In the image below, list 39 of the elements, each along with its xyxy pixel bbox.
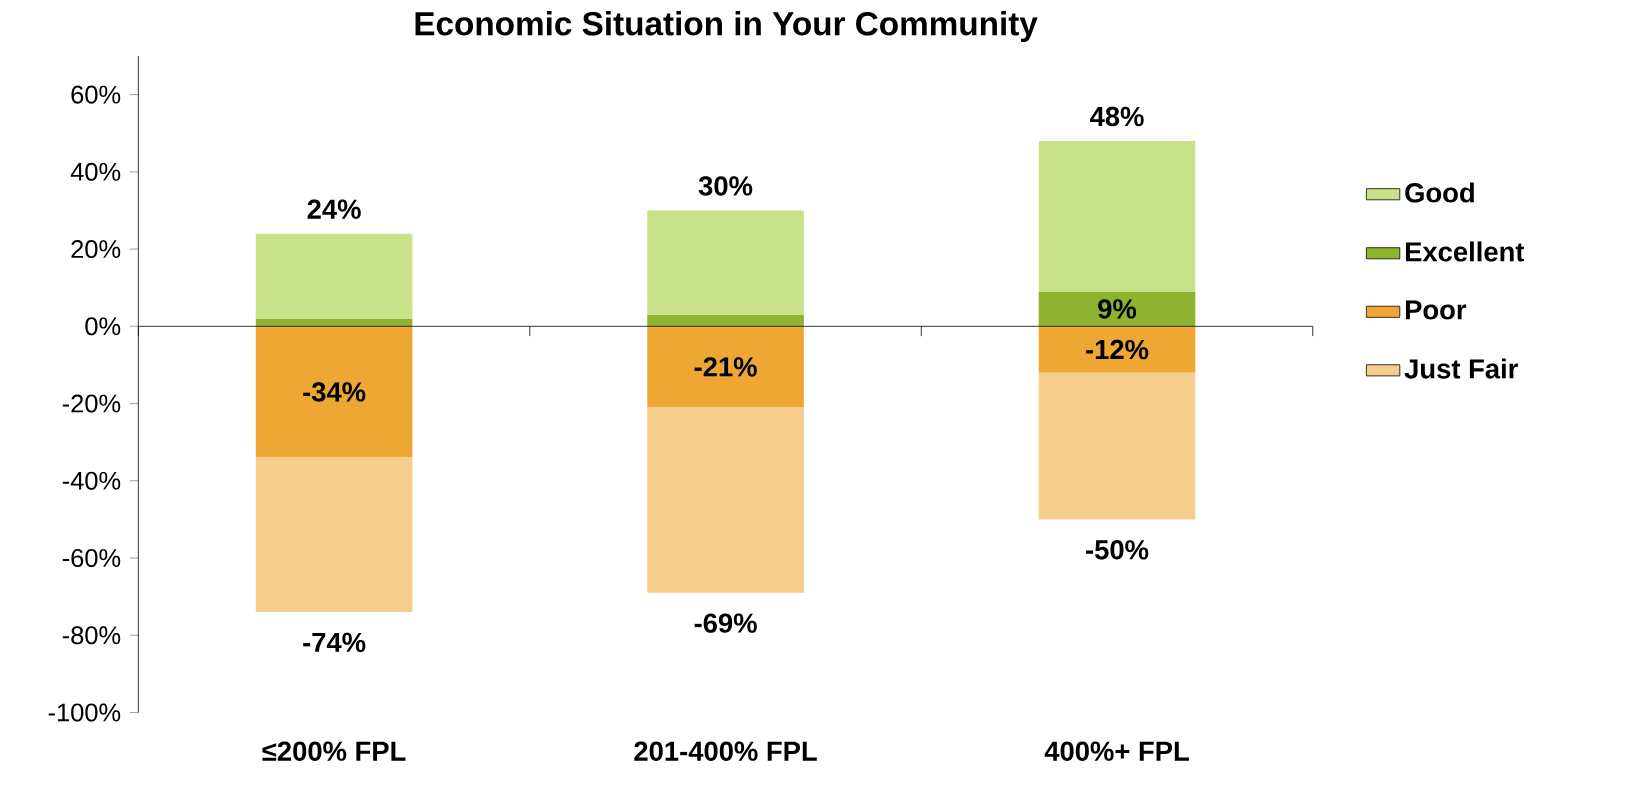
y-tick-label: -80% [62,626,121,645]
x-tick-label: ≤200% FPL [262,741,406,762]
legend-label: Excellent [1405,241,1525,262]
bar [1038,372,1196,520]
bar [647,210,804,315]
bar [1038,291,1196,327]
y-tick-label: 0% [85,317,121,336]
y-tick-label: 40% [70,162,121,181]
y-tick-label: 20% [71,240,121,259]
legend-label: Good [1405,182,1474,203]
y-tick-label: -60% [62,549,121,568]
bar [255,457,413,613]
bar [1038,326,1196,373]
data-label: 9% [1098,299,1137,319]
bar [255,318,413,327]
y-tick-label: 60% [71,85,121,104]
y-tick-label: -40% [62,471,121,490]
bar [255,326,413,458]
bar [647,314,804,327]
bar [647,326,804,408]
annotation: 30% [698,176,753,196]
annotation: -69% [694,613,757,633]
y-tick-label: -100% [48,703,121,722]
x-tick-label: 201-400% FPL [634,741,817,762]
legend-label: Just Fair [1404,358,1518,379]
annotation: 24% [307,199,361,219]
legend-label: Poor [1405,300,1467,320]
data-label: -34% [303,382,366,402]
bar [255,233,413,319]
annotation: -50% [1086,540,1149,560]
bar [1038,141,1196,292]
bar [647,407,804,593]
annotation: 48% [1090,106,1144,127]
data-label: -12% [1086,339,1149,360]
chart-title: Economic Situation in Your Community [415,11,1038,43]
annotation: -74% [303,632,366,653]
x-tick-label: 400%+ FPL [1044,741,1189,762]
y-tick-label: -20% [62,394,121,413]
data-label: -21% [694,357,757,377]
